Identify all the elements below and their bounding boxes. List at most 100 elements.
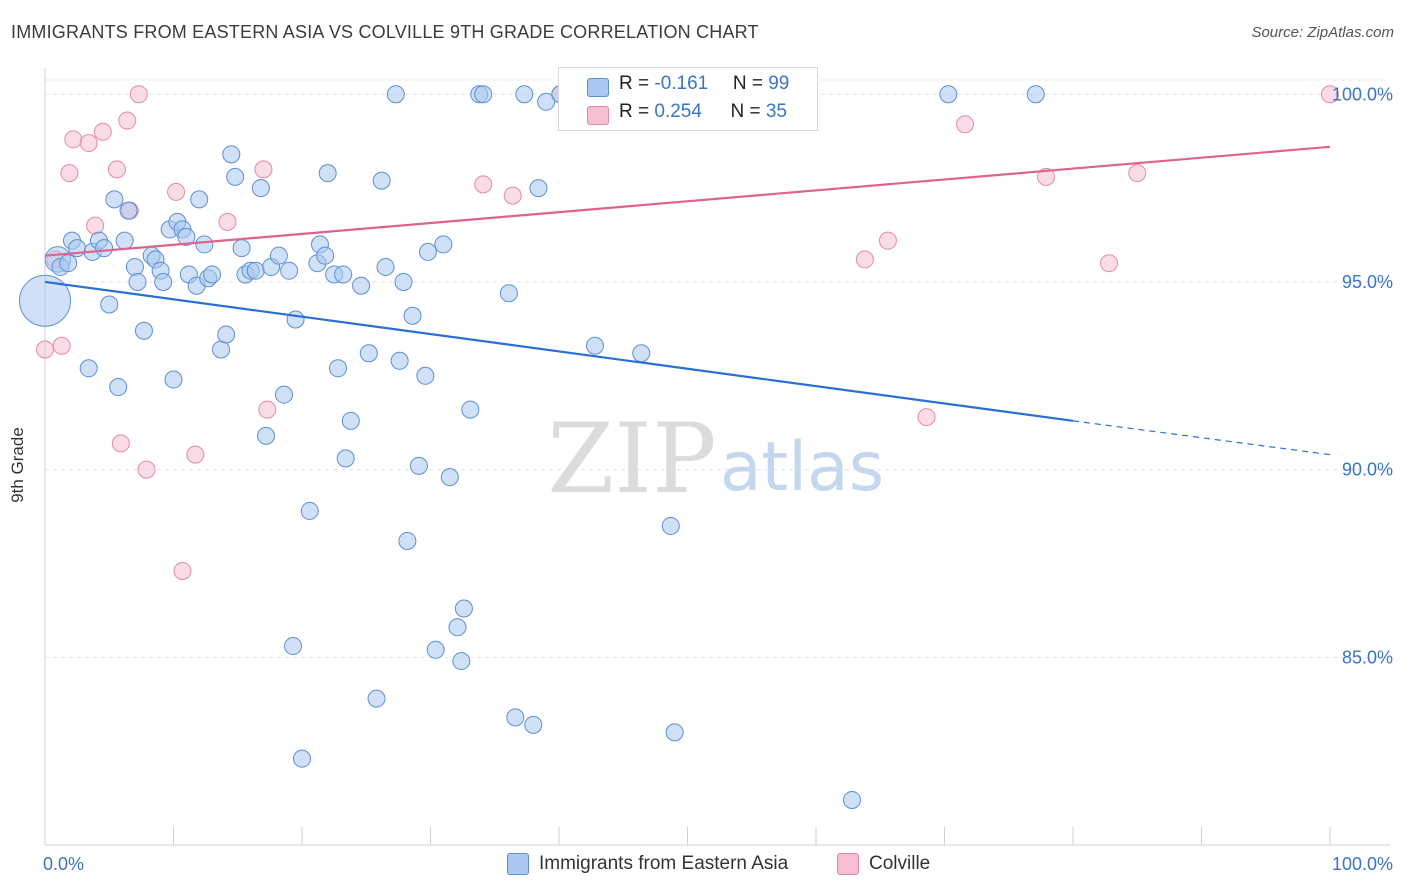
eastern-asia-point (529, 179, 548, 198)
grid-lines (45, 79, 1390, 658)
eastern-asia-point (461, 400, 480, 419)
n-value-blue: 99 (768, 73, 790, 94)
eastern-asia-point (426, 640, 445, 659)
colville-point (173, 561, 192, 580)
colville-point (186, 445, 205, 464)
colville-point (52, 336, 71, 355)
eastern-asia-point (939, 85, 958, 104)
eastern-asia-point (386, 85, 405, 104)
eastern-asia-point (195, 235, 214, 254)
eastern-asia-point (190, 190, 209, 209)
legend-swatch-pink (837, 853, 859, 875)
legend-label-eastern-asia: Immigrants from Eastern Asia (539, 853, 789, 874)
eastern-asia-point (341, 411, 360, 430)
colville-point (137, 460, 156, 479)
eastern-asia-point (257, 426, 276, 445)
colville-point (107, 160, 126, 179)
eastern-asia-point (515, 85, 534, 104)
x-tick-label: 0.0% (43, 854, 84, 874)
n-value-pink: 35 (765, 101, 787, 122)
eastern-asia-point (300, 501, 319, 520)
eastern-asia-point (359, 344, 378, 363)
r-value-blue: -0.161 (654, 73, 709, 94)
colville-point (1128, 164, 1147, 183)
colville-point (503, 186, 522, 205)
y-tick-label: 85.0% (1342, 647, 1393, 667)
r-value-pink: 0.254 (654, 101, 702, 122)
eastern-asia-point (275, 385, 294, 404)
eastern-asia-point (59, 254, 78, 273)
eastern-asia-point (390, 351, 409, 370)
watermark-zip: ZIP (547, 403, 716, 515)
stats-box: R = -0.161 N = 99 R = 0.254 N = 35 (558, 67, 818, 131)
y-tick-label: 95.0% (1342, 272, 1393, 292)
eastern-asia-point (398, 531, 417, 550)
eastern-asia-point (203, 265, 222, 284)
colville-point (64, 130, 83, 149)
eastern-asia-point (95, 239, 114, 258)
eastern-asia-point (416, 366, 435, 385)
colville-point (60, 164, 79, 183)
eastern-asia-point (109, 378, 128, 397)
eastern-asia-point (352, 276, 371, 295)
eastern-asia-point (372, 171, 391, 190)
colville-point (167, 182, 186, 201)
eastern-asia-point (212, 340, 231, 359)
eastern-asia-point (251, 179, 270, 198)
eastern-asia-point (418, 242, 437, 261)
r-label: R = (619, 73, 655, 94)
colville-point (93, 122, 112, 141)
eastern-asia-point (440, 468, 459, 487)
chart-title: IMMIGRANTS FROM EASTERN ASIA VS COLVILLE… (11, 22, 759, 42)
colville-point (1099, 254, 1118, 273)
eastern-asia-point (454, 599, 473, 618)
eastern-asia-trend-extension (1072, 420, 1331, 456)
pink-swatch (587, 106, 609, 125)
eastern-asia-point (286, 310, 305, 329)
colville-trend-line (44, 145, 1331, 257)
eastern-asia-point (474, 85, 493, 104)
eastern-asia-point (665, 723, 684, 742)
eastern-asia-point (632, 344, 651, 363)
eastern-asia-point (119, 201, 138, 220)
watermark: ZIP atlas (547, 403, 884, 515)
r-label: R = (619, 101, 655, 122)
colville-point (86, 216, 105, 235)
eastern-asia-point (115, 231, 134, 250)
eastern-asia-point (177, 227, 196, 246)
colville-point (111, 434, 130, 453)
eastern-asia-point (284, 637, 303, 656)
eastern-asia-points (19, 85, 1045, 809)
eastern-asia-point (316, 246, 335, 265)
eastern-asia-point (376, 257, 395, 276)
eastern-asia-point (336, 449, 355, 468)
chart-source: Source: ZipAtlas.com (1251, 24, 1394, 41)
colville-point (129, 85, 148, 104)
trend-lines (44, 145, 1331, 456)
eastern-asia-point (280, 261, 299, 280)
eastern-asia-point (217, 325, 236, 344)
n-label: N = (732, 73, 769, 94)
eastern-asia-point (452, 652, 471, 671)
colville-point (956, 115, 975, 134)
watermark-atlas: atlas (720, 428, 884, 507)
n-label: N = (730, 101, 766, 122)
eastern-asia-point (585, 336, 604, 355)
eastern-asia-point (409, 456, 428, 475)
x-tick-label: 100.0% (1332, 854, 1393, 874)
eastern-asia-point (293, 749, 311, 768)
colville-point (118, 111, 137, 130)
eastern-asia-point (246, 261, 265, 280)
eastern-asia-point (367, 689, 386, 708)
blue-swatch (587, 78, 609, 97)
tick-labels: 85.0% 90.0% 95.0% 100.0% 0.0% 100.0% (43, 84, 1393, 874)
eastern-asia-point (328, 359, 347, 378)
eastern-asia-point (506, 708, 525, 727)
colville-point (1321, 85, 1339, 104)
eastern-asia-point (154, 272, 173, 291)
eastern-asia-point (226, 167, 245, 186)
eastern-asia-point (334, 265, 353, 284)
eastern-asia-point (537, 92, 556, 111)
eastern-asia-trend-line (44, 280, 1074, 422)
